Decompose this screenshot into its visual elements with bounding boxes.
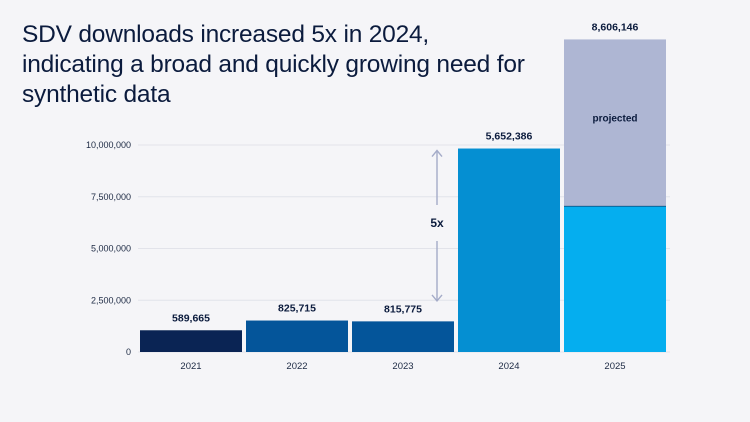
value-label-2025: 8,606,146 <box>592 21 639 33</box>
x-tick-label-2023: 2023 <box>392 361 413 372</box>
annotation-label: 5x <box>430 216 444 230</box>
bar-2021 <box>140 330 242 352</box>
y-tick-label-4: 10,000,000 <box>86 140 131 150</box>
annotation-arrowhead-down <box>431 294 443 303</box>
x-tick-label-2024: 2024 <box>498 361 519 372</box>
annotation-arrowhead-up <box>431 149 443 157</box>
value-label-2022: 825,715 <box>278 303 316 315</box>
bar-projected-2025 <box>564 39 666 207</box>
x-tick-label-2022: 2022 <box>286 361 307 372</box>
bar-2024 <box>458 148 560 352</box>
chart-title-line-3: synthetic data <box>22 81 171 108</box>
bar-2023 <box>352 321 454 352</box>
value-label-2024: 5,652,386 <box>486 131 533 143</box>
bar-2022 <box>246 320 348 352</box>
bar-2025 <box>564 206 666 352</box>
y-tick-label-3: 7,500,000 <box>91 192 131 202</box>
chart-title: SDV downloads increased 5x in 2024, indi… <box>22 20 542 110</box>
projected-label: projected <box>592 113 637 124</box>
x-tick-label-2021: 2021 <box>180 361 201 372</box>
x-tick-label-2025: 2025 <box>604 361 625 372</box>
value-label-2023: 815,775 <box>384 303 422 315</box>
chart-title-line-2: indicating a broad and quickly growing n… <box>22 51 525 78</box>
y-tick-label-2: 5,000,000 <box>91 244 131 254</box>
y-tick-label-0: 0 <box>126 347 131 357</box>
y-tick-label-1: 2,500,000 <box>91 295 131 305</box>
chart-title-line-1: SDV downloads increased 5x in 2024, <box>22 21 430 48</box>
value-label-2021: 589,665 <box>172 312 210 324</box>
